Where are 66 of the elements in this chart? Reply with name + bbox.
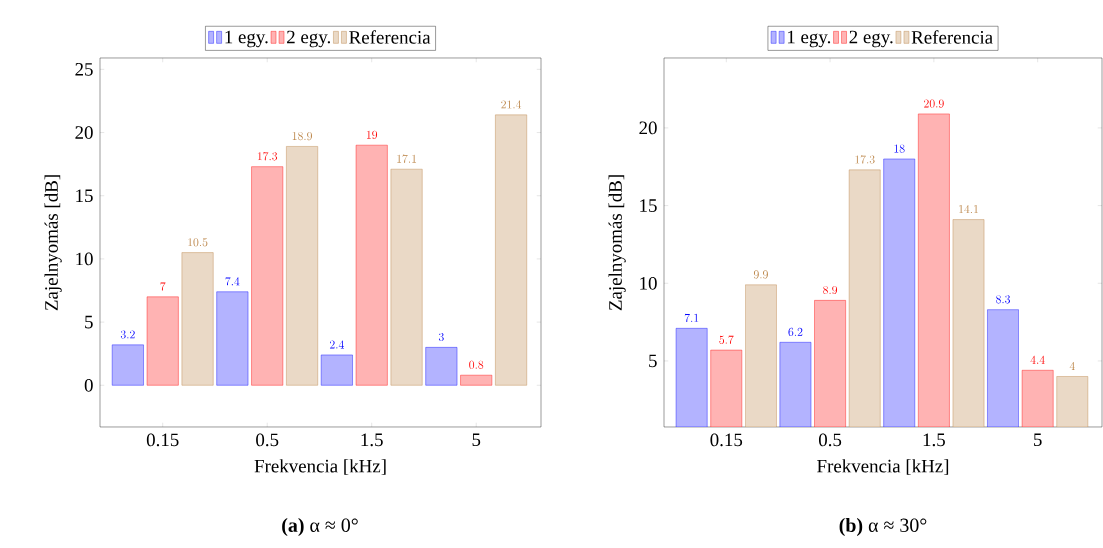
data-label: 2.4: [329, 340, 345, 349]
x-axis-title: Frekvencia [kHz]: [817, 459, 949, 475]
data-label: 7: [160, 282, 166, 291]
y-tick-label: 5: [85, 315, 93, 329]
legend-label: 2 egy.: [287, 30, 331, 48]
x-tick-label: 0.15: [146, 433, 179, 447]
x-tick-label: 1.5: [923, 433, 945, 447]
y-tick-label: 15: [76, 189, 93, 203]
data-label: 18.9: [292, 131, 312, 141]
data-label: 3.2: [120, 330, 135, 339]
x-axis-title: Frekvencia [kHz]: [254, 459, 386, 475]
x-tick-label: 5: [1034, 433, 1042, 447]
legend-label: Referencia: [349, 30, 431, 44]
data-label: 4: [1069, 361, 1075, 370]
legend-label: 1 egy.: [225, 30, 268, 48]
text: (a) α ≈ 0°: [282, 517, 358, 537]
x-tick-label: 1.5: [361, 433, 383, 447]
bar: [320, 354, 353, 386]
y-tick-label: 20: [75, 126, 93, 139]
data-label: 3: [438, 332, 444, 342]
x-tick-label: 5: [472, 433, 481, 447]
y-tick-label: 10: [76, 252, 93, 266]
data-label: 19: [366, 130, 378, 139]
data-label: 9.9: [753, 270, 768, 279]
data-label: 21 .4: [501, 100, 522, 109]
data-label: 14. 1: [959, 205, 978, 214]
bar: [146, 296, 179, 386]
data-label: 7.4: [225, 277, 240, 286]
y-tick-label: 15: [640, 199, 657, 212]
data-label: 5.7: [719, 335, 734, 344]
text: (b) α ≈ 30°: [839, 517, 927, 537]
legend-label: Referencia: [911, 30, 993, 44]
data-label: 8.9: [823, 285, 838, 295]
y-tick-label: 20: [639, 121, 657, 135]
bar: [460, 374, 493, 386]
bar: [495, 114, 527, 386]
bar: [425, 347, 458, 386]
data-label: 17.3: [257, 152, 278, 161]
bar: [216, 291, 249, 386]
data-label: 17. 1: [397, 154, 417, 163]
data-label: 0.8: [469, 360, 484, 369]
bar: [286, 146, 318, 386]
bar: [355, 144, 388, 386]
y-axis-title: Zajelnyomás [dB]: [608, 175, 626, 311]
legend-label: 1 egy.: [787, 30, 831, 48]
y-tick-label: 10: [640, 276, 657, 290]
data-label: 6.2: [788, 327, 803, 337]
x-tick-label: 0.5: [818, 433, 842, 447]
data-label: 10.5: [188, 238, 208, 247]
y-tick-label: 5: [649, 354, 657, 368]
bar: [390, 168, 423, 386]
data-label: 17.3: [855, 155, 875, 164]
x-tick-label: 0.5: [256, 433, 279, 447]
y-tick-label: 25: [75, 63, 93, 76]
y-tick-label: 0: [84, 378, 93, 392]
bar: [251, 166, 284, 386]
data-label: 7. 1: [684, 313, 699, 323]
y-axis-title: Zajelnyomás [dB]: [44, 175, 62, 311]
bar: [181, 252, 214, 386]
data-label: 20.9: [924, 99, 944, 108]
x-tick-label: 0.15: [710, 433, 743, 447]
legend-label: 2 egy.: [849, 30, 893, 48]
data-label: 4.4: [1030, 355, 1045, 364]
data-label: 8.3: [996, 295, 1011, 304]
bar: [111, 344, 144, 386]
data-label: 18: [894, 144, 905, 153]
